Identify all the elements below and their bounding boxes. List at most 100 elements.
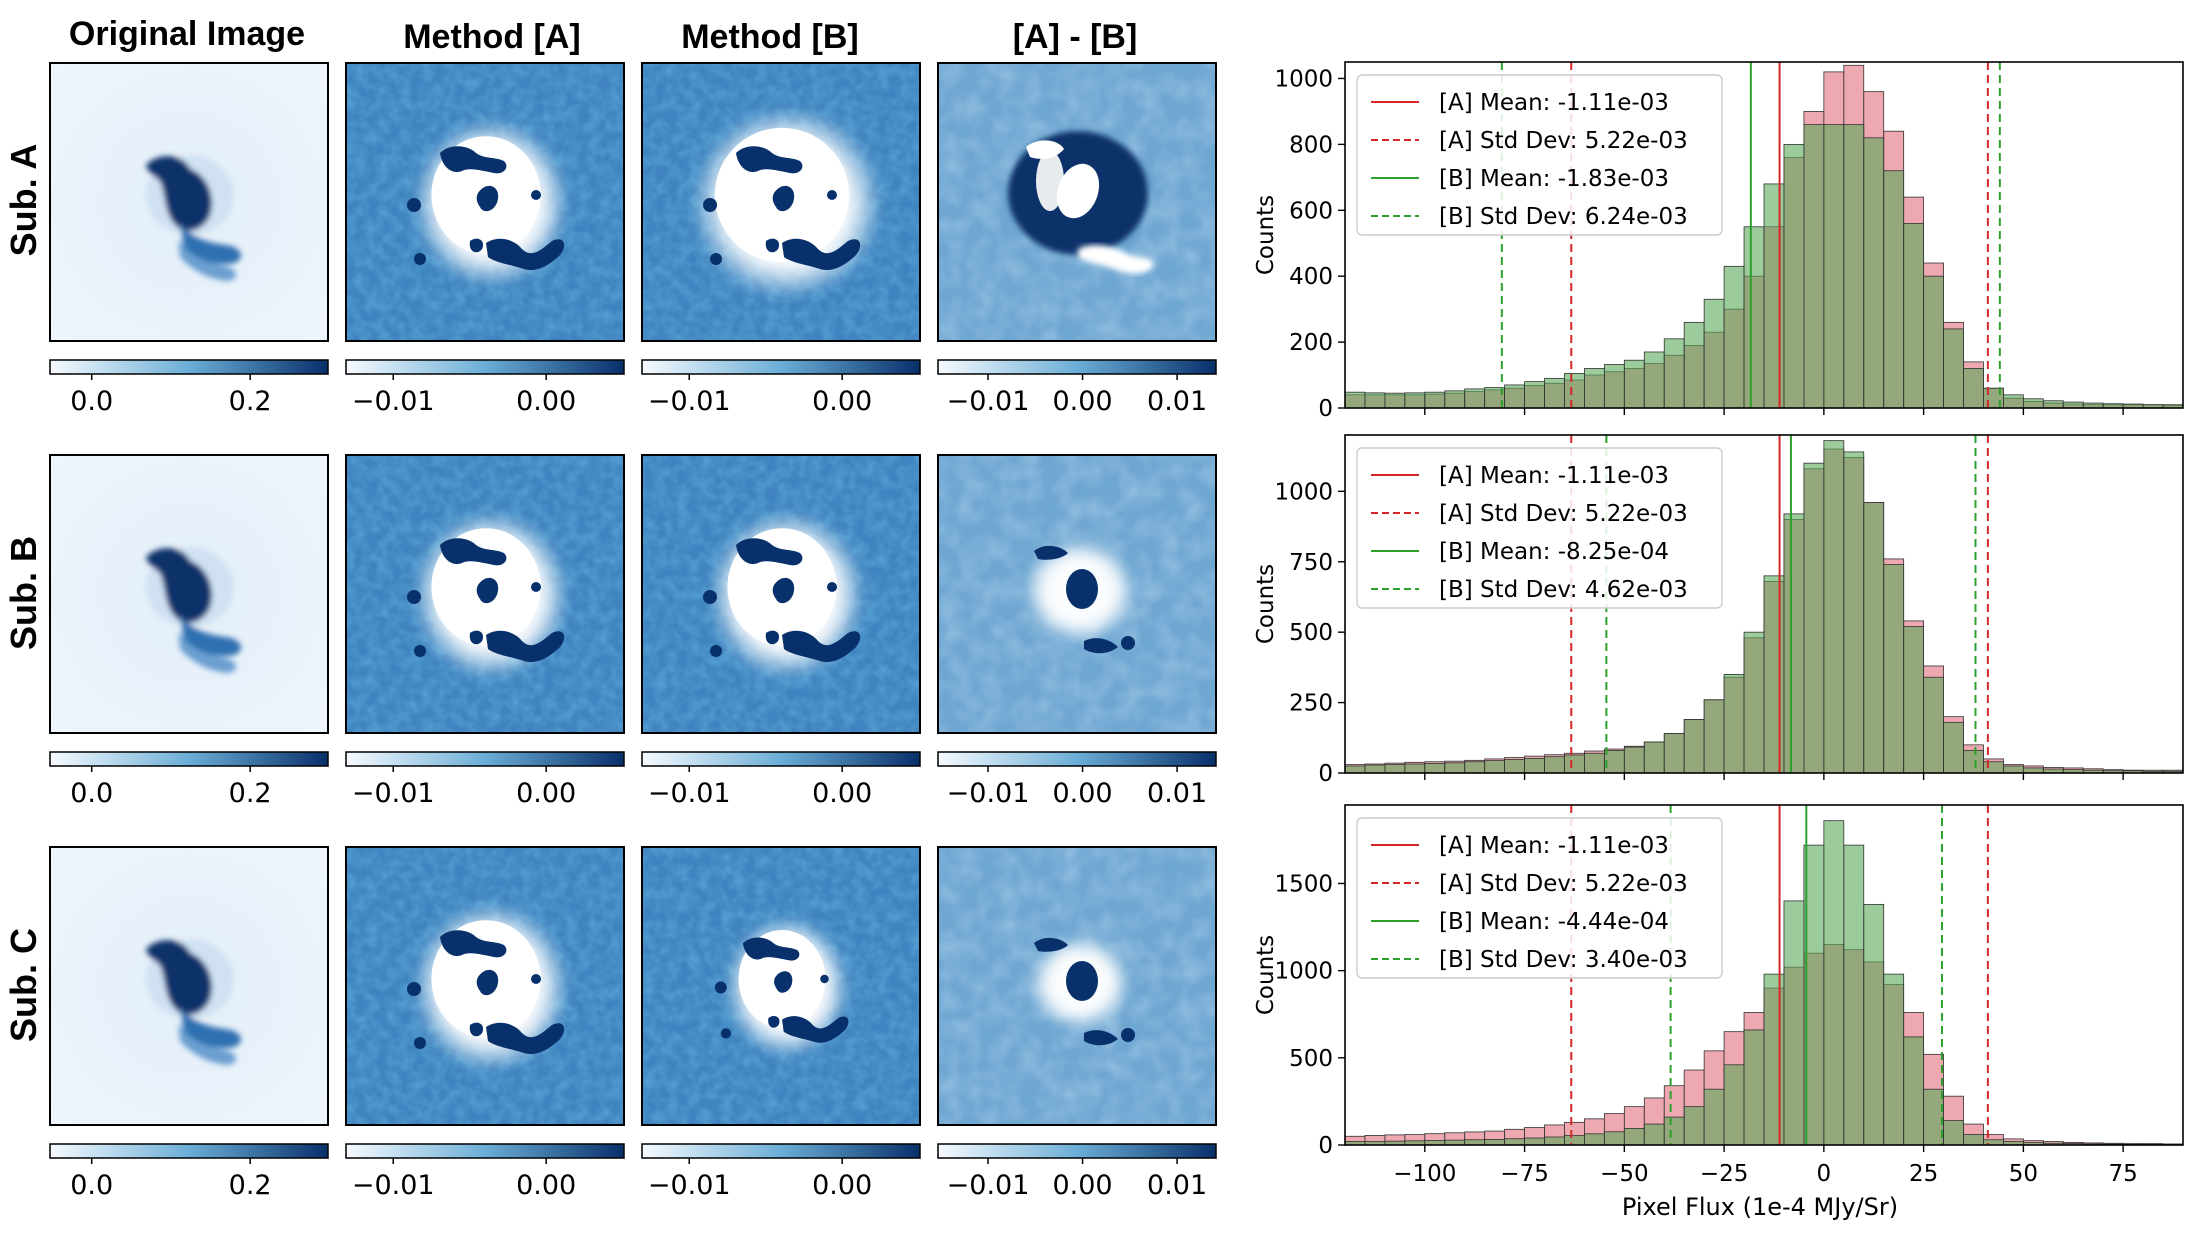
hist-bar-b	[1983, 761, 2004, 773]
legend-box	[1356, 74, 1723, 236]
colorbar-tick-label: −0.01	[648, 386, 731, 417]
colorbar-tick-label: 0.00	[516, 778, 576, 809]
colorbar-tick-label: −0.01	[648, 1170, 731, 1201]
colorbar-tick-label: 0.2	[229, 1170, 272, 1201]
image-panel-sub-a-method-a: −0.01 0.00	[345, 62, 625, 417]
y-tick-label: 0	[1318, 1133, 1333, 1159]
hist-bar-b	[1863, 502, 1885, 773]
colorbar-tick-label: −0.01	[648, 778, 731, 809]
image-frame	[345, 454, 625, 734]
hist-bar-b	[1663, 338, 1685, 408]
hist-bar-b	[1923, 275, 1944, 408]
colorbar	[641, 1143, 921, 1159]
hist-bar-b	[1504, 384, 1525, 408]
hist-bar-b	[1783, 143, 1805, 408]
colorbar	[49, 1143, 329, 1159]
hist-bar-b	[1943, 1120, 1964, 1145]
image-panel-sub-c-method-b: −0.01 0.00	[641, 846, 921, 1201]
hist-bar-b	[1484, 760, 1506, 773]
colorbar	[937, 751, 1217, 767]
image-panel-sub-c-difference: −0.01 0.00 0.01	[937, 846, 1217, 1201]
legend-entry: [A] Mean: -1.11e-03	[1439, 463, 1669, 489]
legend-entry: [B] Mean: -4.44e-04	[1439, 909, 1669, 935]
hist-bar-b	[1603, 1131, 1625, 1145]
colorbar-tick-label: 0.00	[1052, 386, 1112, 417]
hist-bar-b	[1783, 513, 1805, 773]
column-title-difference: [A] - [B]	[1013, 18, 1138, 56]
y-tick-label: 1000	[1274, 479, 1333, 505]
legend-entry: [A] Std Dev: 5.22e-03	[1439, 871, 1688, 897]
colorbar-tick-label: 0.00	[516, 1170, 576, 1201]
hist-bar-b	[1643, 1123, 1665, 1145]
colorbar-tick-label: 0.0	[70, 1170, 113, 1201]
row-label-sub-b: Sub. B	[3, 536, 44, 650]
image-frame	[49, 454, 329, 734]
colorbar	[49, 359, 329, 375]
legend-entry: [B] Std Dev: 6.24e-03	[1439, 204, 1688, 230]
colorbar-tick-label: −0.01	[352, 386, 435, 417]
colorbar-tick-label: −0.01	[947, 778, 1030, 809]
hist-bar-b	[1404, 763, 1426, 773]
column-title-method-b: Method [B]	[681, 18, 859, 56]
image-frame	[49, 62, 329, 342]
legend-entry: [B] Std Dev: 4.62e-03	[1439, 577, 1688, 603]
colorbar-tick-label: 0.00	[812, 1170, 872, 1201]
legend-entry: [A] Std Dev: 5.22e-03	[1439, 128, 1688, 154]
colorbar-tick-label: −0.01	[947, 1170, 1030, 1201]
y-tick-label: 1000	[1274, 66, 1333, 92]
x-tick-label: 0	[1817, 1161, 1832, 1187]
hist-bar-b	[1424, 763, 1446, 773]
hist-bar-b	[1883, 973, 1905, 1145]
hist-bar-b	[1424, 391, 1446, 408]
image-panel-sub-c-method-a: −0.01 0.00	[345, 846, 625, 1201]
colorbar	[345, 1143, 625, 1159]
hist-bar-b	[1564, 1135, 1585, 1145]
image-panel-sub-b-method-a: −0.01 0.00	[345, 454, 625, 809]
legend-box	[1356, 817, 1723, 979]
image-frame	[641, 454, 921, 734]
image-frame	[937, 846, 1217, 1126]
image-panel-sub-b-original: 0.0 0.2	[49, 454, 329, 809]
colorbar-tick-label: 0.0	[70, 778, 113, 809]
y-tick-label: 0	[1318, 761, 1333, 787]
x-tick-label: −25	[1700, 1161, 1749, 1187]
hist-bar-b	[1364, 764, 1386, 773]
colorbar-tick-label: 0.01	[1147, 778, 1207, 809]
colorbar-tick-label: 0.00	[516, 386, 576, 417]
hist-bar-b	[1883, 170, 1905, 408]
hist-bar-b	[1364, 392, 1386, 408]
hist-bar-b	[1923, 1088, 1944, 1145]
hist-bar-b	[1524, 381, 1545, 408]
x-tick-label: 50	[2009, 1161, 2038, 1187]
hist-bar-b	[1823, 124, 1845, 408]
hist-bar-b	[2062, 401, 2084, 408]
hist-bar-b	[1623, 1128, 1645, 1145]
hist-bar-b	[1484, 1139, 1506, 1145]
histogram-panel-sub-b: 0 250 500 750 1000 Counts [A] Mean: -1.11e-03 […	[1253, 434, 2184, 787]
hist-bar-b	[2003, 765, 2024, 773]
x-axis-label: Pixel Flux (1e-4 MJy/Sr)	[1622, 1193, 1898, 1221]
hist-bar-b	[1763, 575, 1785, 773]
hist-bar-b	[1863, 903, 1885, 1145]
hist-bar-b	[1823, 440, 1845, 773]
hist-bar-b	[1663, 733, 1685, 773]
hist-bar-b	[1384, 392, 1406, 408]
colorbar	[641, 359, 921, 375]
y-tick-label: 750	[1289, 550, 1333, 576]
hist-bar-b	[1544, 1136, 1565, 1145]
hist-bar-b	[1843, 844, 1865, 1145]
hist-bar-b	[1444, 762, 1466, 773]
hist-bar-b	[1404, 392, 1426, 408]
image-panel-sub-a-method-b: −0.01 0.00	[641, 62, 921, 417]
colorbar-tick-label: 0.01	[1147, 386, 1207, 417]
hist-bar-b	[2042, 400, 2064, 408]
hist-bar-b	[1823, 820, 1845, 1145]
hist-bar-b	[1683, 719, 1705, 773]
hist-bar-b	[1345, 391, 1366, 408]
row-label-sub-c: Sub. C	[3, 928, 44, 1042]
legend-box	[1356, 447, 1723, 609]
hist-bar-b	[1803, 124, 1825, 408]
hist-bar-b	[1723, 1064, 1745, 1145]
